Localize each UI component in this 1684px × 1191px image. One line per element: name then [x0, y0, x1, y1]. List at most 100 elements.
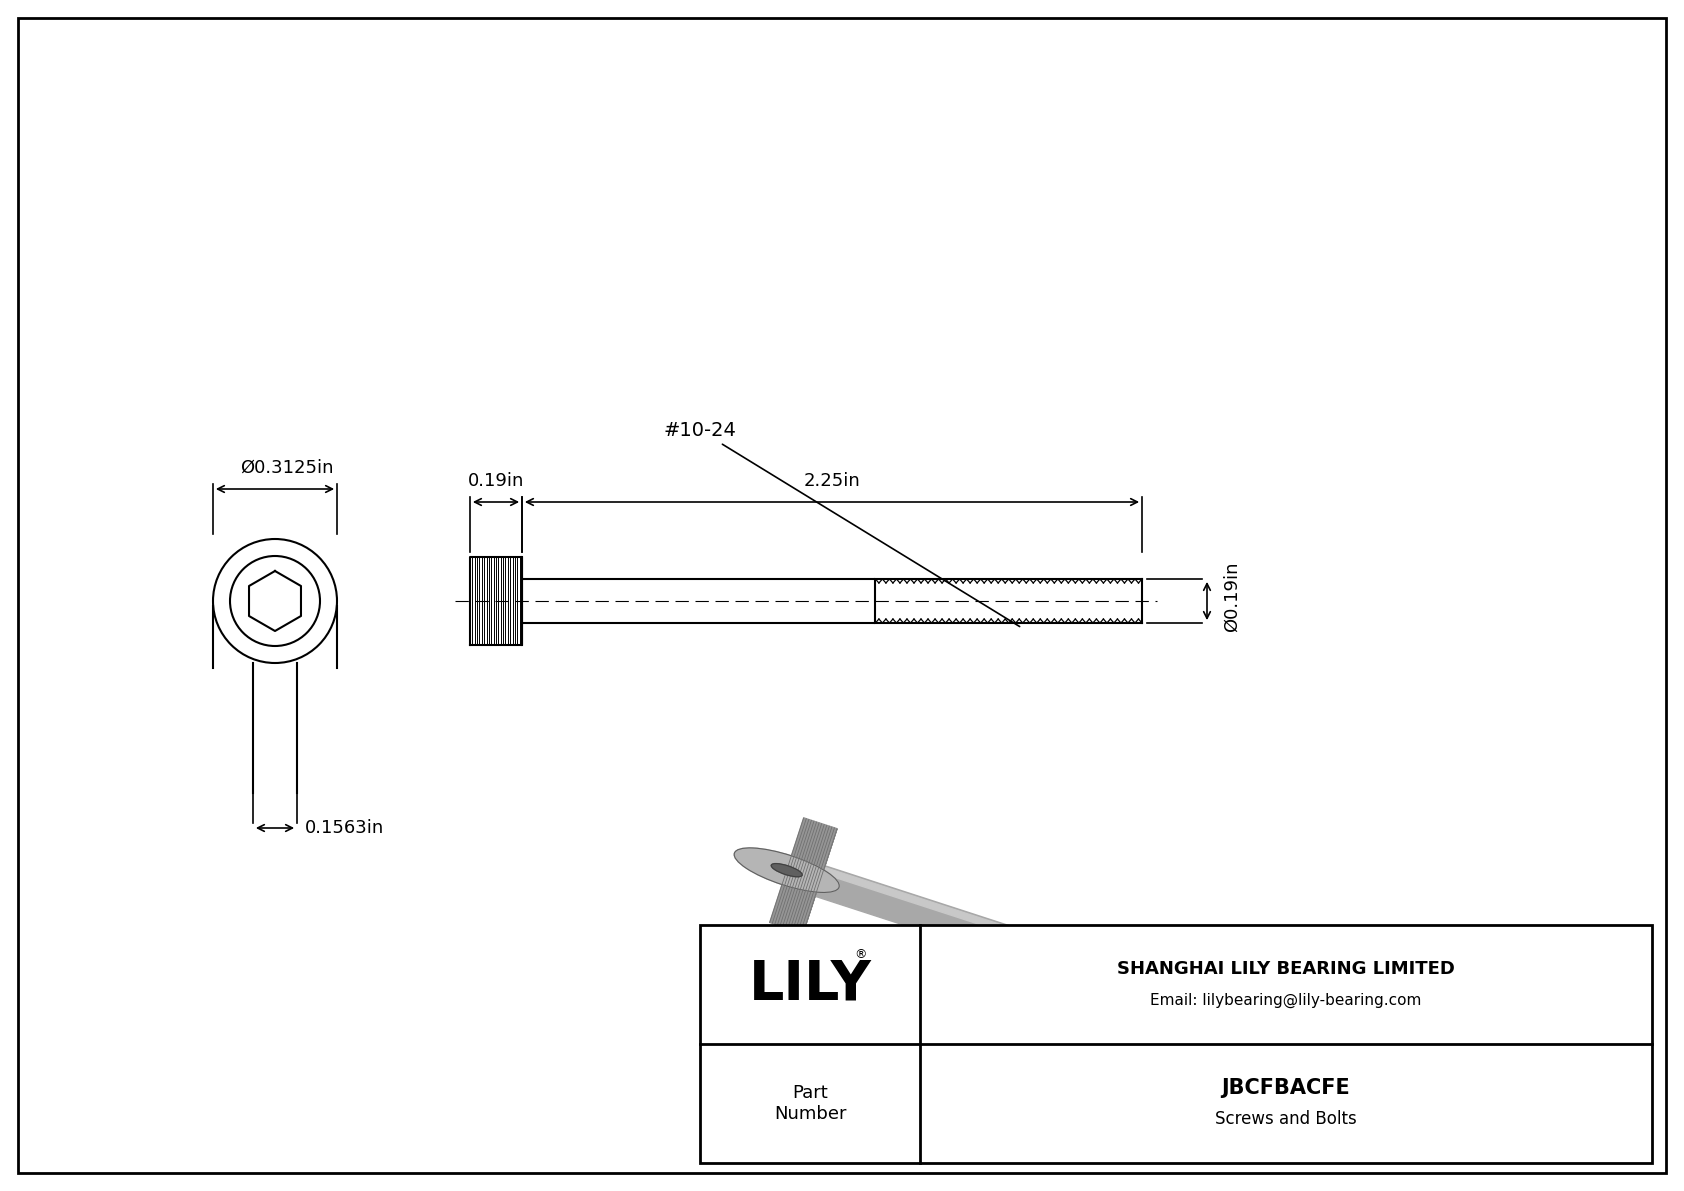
Polygon shape — [1298, 1018, 1315, 1060]
Polygon shape — [1529, 1093, 1546, 1135]
Text: JBCFBACFE: JBCFBACFE — [1221, 1078, 1351, 1097]
Polygon shape — [1394, 1085, 1404, 1092]
Polygon shape — [1462, 1106, 1472, 1114]
Polygon shape — [1308, 1022, 1324, 1064]
Polygon shape — [1346, 1068, 1356, 1077]
Polygon shape — [803, 829, 837, 934]
Polygon shape — [1558, 1137, 1568, 1145]
Polygon shape — [1337, 1031, 1354, 1073]
Polygon shape — [1347, 1031, 1356, 1039]
Text: Ø0.19in: Ø0.19in — [1223, 562, 1241, 632]
Polygon shape — [1404, 1053, 1420, 1095]
Polygon shape — [1384, 1081, 1394, 1089]
Polygon shape — [1376, 1043, 1391, 1085]
Polygon shape — [1490, 1078, 1500, 1085]
Polygon shape — [1433, 1097, 1442, 1104]
Polygon shape — [1607, 1116, 1615, 1123]
Polygon shape — [1480, 1078, 1497, 1120]
Polygon shape — [1596, 1151, 1605, 1158]
Polygon shape — [770, 818, 837, 934]
Polygon shape — [1288, 1016, 1305, 1058]
Text: 0.19in: 0.19in — [468, 472, 524, 490]
Polygon shape — [1384, 1047, 1401, 1089]
Text: 0.1563in: 0.1563in — [305, 819, 384, 837]
Polygon shape — [1288, 1050, 1298, 1058]
Polygon shape — [1558, 1103, 1575, 1145]
Polygon shape — [1586, 1112, 1603, 1154]
Polygon shape — [1376, 1041, 1384, 1048]
Polygon shape — [1356, 1072, 1366, 1079]
Polygon shape — [1586, 1109, 1596, 1116]
Polygon shape — [1511, 1084, 1519, 1091]
Polygon shape — [1423, 1056, 1433, 1064]
Polygon shape — [1346, 1034, 1362, 1077]
Text: Email: lilybearing@lily-bearing.com: Email: lilybearing@lily-bearing.com — [1150, 993, 1421, 1008]
Polygon shape — [1280, 1047, 1288, 1054]
Polygon shape — [1490, 1116, 1500, 1123]
Polygon shape — [1472, 1072, 1480, 1079]
Polygon shape — [1568, 1103, 1576, 1110]
Polygon shape — [1337, 1028, 1347, 1035]
Polygon shape — [1537, 1097, 1554, 1139]
Polygon shape — [1576, 1143, 1586, 1151]
Polygon shape — [1500, 1084, 1516, 1125]
Polygon shape — [1452, 1068, 1468, 1110]
Polygon shape — [1537, 1131, 1548, 1139]
Polygon shape — [1356, 1037, 1372, 1079]
Polygon shape — [1586, 1147, 1596, 1154]
Polygon shape — [1558, 1099, 1568, 1108]
Polygon shape — [1327, 1062, 1337, 1070]
Polygon shape — [1443, 1062, 1452, 1070]
Polygon shape — [1452, 1066, 1462, 1073]
Polygon shape — [1529, 1091, 1539, 1098]
Polygon shape — [1319, 1022, 1327, 1029]
Polygon shape — [1433, 1059, 1443, 1066]
Text: Part
Number: Part Number — [773, 1084, 847, 1123]
Ellipse shape — [771, 863, 802, 877]
Polygon shape — [1452, 1103, 1462, 1110]
Polygon shape — [1404, 1087, 1413, 1095]
Polygon shape — [1615, 1118, 1625, 1125]
Polygon shape — [1317, 1025, 1334, 1067]
Polygon shape — [1366, 1037, 1376, 1045]
Polygon shape — [1327, 1028, 1344, 1070]
Polygon shape — [1615, 1125, 1625, 1156]
Text: 2.25in: 2.25in — [803, 472, 861, 490]
Polygon shape — [1529, 1128, 1537, 1135]
Polygon shape — [1548, 1099, 1564, 1142]
Polygon shape — [1308, 1018, 1319, 1025]
Polygon shape — [822, 867, 1288, 1024]
Polygon shape — [1366, 1075, 1376, 1083]
Polygon shape — [1413, 1056, 1430, 1098]
Polygon shape — [1548, 1134, 1558, 1142]
Polygon shape — [1519, 1091, 1536, 1133]
Polygon shape — [1519, 1125, 1529, 1133]
Polygon shape — [1490, 1081, 1507, 1123]
Polygon shape — [1568, 1106, 1583, 1148]
Polygon shape — [1394, 1050, 1411, 1092]
Polygon shape — [1317, 1060, 1327, 1067]
Polygon shape — [1280, 1012, 1295, 1054]
Polygon shape — [1366, 1041, 1383, 1083]
Polygon shape — [1576, 1109, 1593, 1151]
Text: #10-24: #10-24 — [663, 420, 1021, 626]
Polygon shape — [1596, 1116, 1612, 1158]
Polygon shape — [1327, 1025, 1337, 1033]
Polygon shape — [1394, 1047, 1404, 1054]
Polygon shape — [1376, 1078, 1384, 1085]
Polygon shape — [1423, 1059, 1440, 1102]
Polygon shape — [1433, 1062, 1450, 1104]
Polygon shape — [1568, 1141, 1576, 1148]
Polygon shape — [1442, 1100, 1452, 1108]
Polygon shape — [1596, 1112, 1607, 1120]
Polygon shape — [1500, 1118, 1509, 1125]
Polygon shape — [1472, 1074, 1487, 1117]
Polygon shape — [1480, 1074, 1490, 1083]
Polygon shape — [1548, 1097, 1558, 1104]
Text: SHANGHAI LILY BEARING LIMITED: SHANGHAI LILY BEARING LIMITED — [1116, 960, 1455, 978]
Text: LILY: LILY — [749, 958, 871, 1011]
Polygon shape — [1576, 1106, 1586, 1114]
Text: ®: ® — [854, 948, 866, 961]
Polygon shape — [1384, 1043, 1394, 1050]
Text: Screws and Bolts: Screws and Bolts — [1216, 1110, 1357, 1129]
